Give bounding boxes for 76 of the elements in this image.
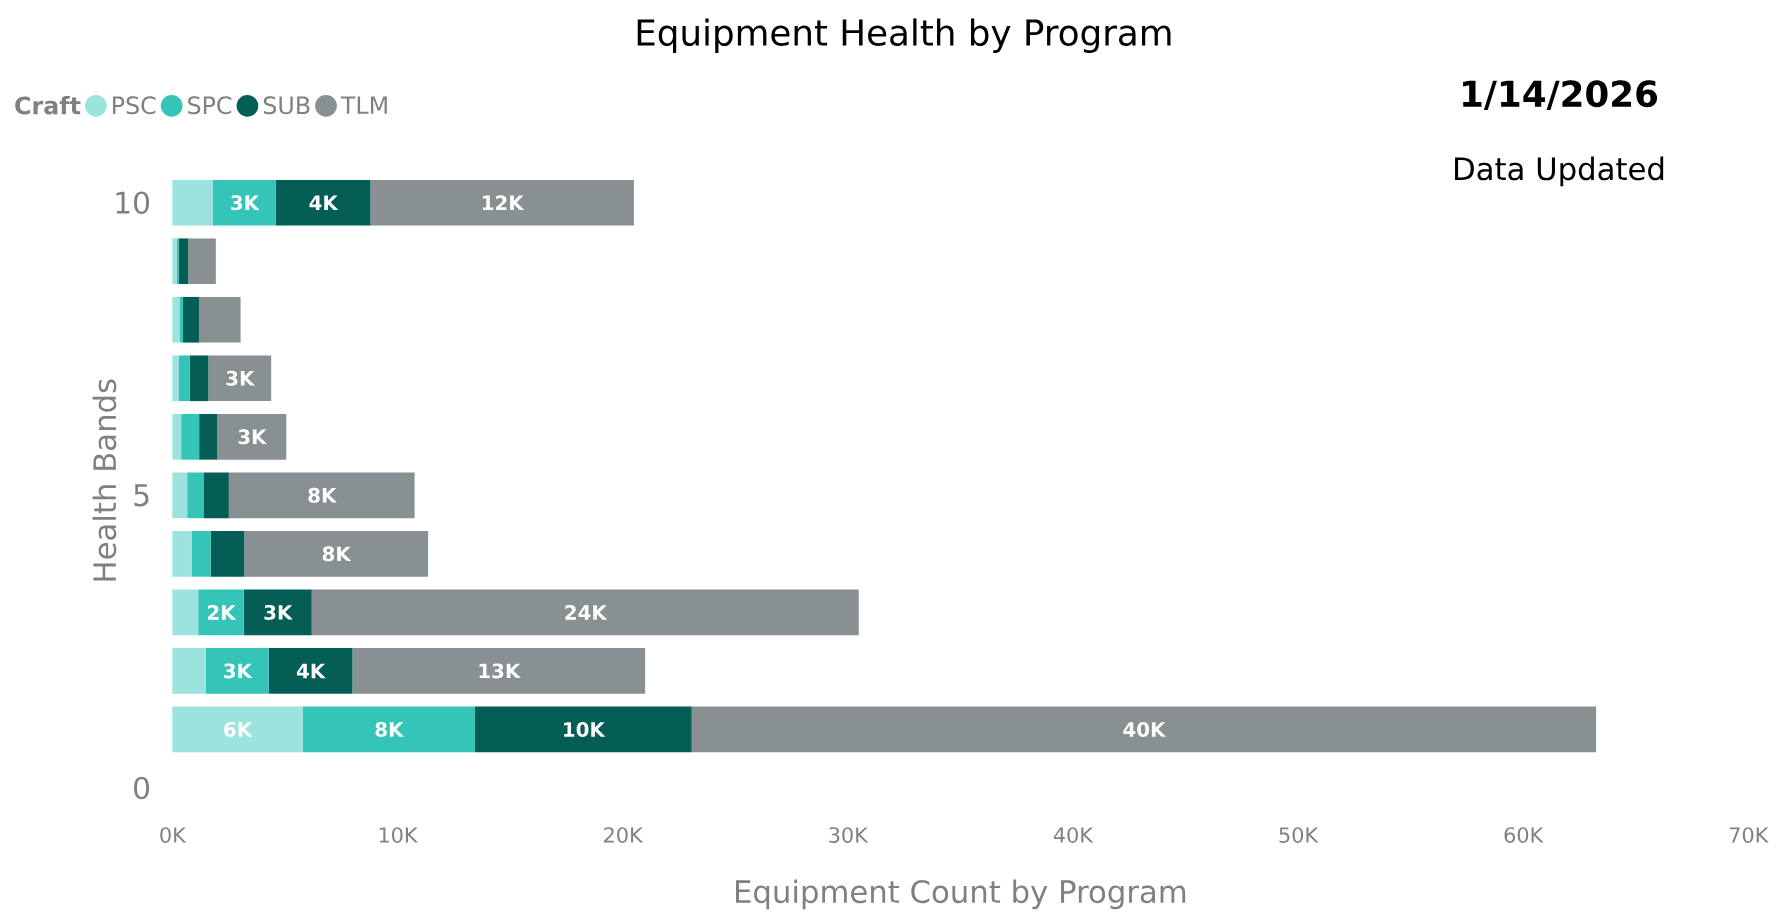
x-tick-label: 30K [829,827,869,843]
bar [189,355,209,402]
bar [302,706,475,753]
bar [217,414,287,460]
data-label: 2K [207,605,237,620]
bar [172,414,182,460]
bar [172,297,181,343]
legend-label: PSC [113,96,156,115]
legend-label: TLM [340,96,387,114]
bar [178,238,189,285]
bar [191,531,211,577]
y-axis-title: Health Bands [92,379,117,581]
bar [187,472,204,519]
bar [268,648,353,694]
bar [275,179,371,226]
x-tick-label: 60K [1504,827,1544,843]
bar [205,648,269,694]
bar [178,355,190,402]
text: 1/14/2026 [1463,80,1658,111]
bar [181,414,200,460]
bar [691,706,1597,753]
data-label: 13K [479,663,521,679]
data-label: 40K [1123,722,1167,738]
bar [244,531,429,577]
data-label: 8K [322,546,352,562]
bar [188,238,216,285]
data-label: 3K [264,604,293,620]
legend-title: Craft [15,96,81,115]
data-label: 8K [375,722,405,738]
bar [172,648,206,694]
data-label: 3K [226,370,255,386]
bar [199,297,241,343]
legend-label: SPC [188,96,232,115]
bar [182,297,200,343]
bar [172,589,199,636]
bar [370,179,634,226]
bar [172,706,303,753]
bar [311,589,859,636]
data-label: 4K [309,195,339,211]
bar [172,355,179,402]
legend-label: SUB [263,96,310,115]
bar [474,706,692,753]
bar [243,589,312,636]
data-label: 3K [231,195,260,211]
annotation: Data Updated [1455,156,1664,187]
data-label: 6K [224,722,253,737]
y-tick-label: 10 [116,191,150,215]
bar [172,179,213,226]
bar [208,355,272,402]
bar [172,531,192,577]
x-tick-label: 0K [160,827,187,843]
data-label: 8K [308,487,337,503]
data-label: 10K [564,722,606,738]
data-label: 12K [482,195,525,211]
data-label: 3K [224,663,253,679]
bar [210,531,245,577]
data-label: 4K [296,663,326,679]
bar [212,179,276,226]
x-tick-label: 10K [379,827,418,843]
x-tick-label: 50K [1279,827,1319,843]
bar [199,414,218,460]
data-label: 3K [238,429,268,445]
y-tick-label: 0 [134,776,150,800]
bar [180,297,183,343]
bar [203,472,229,519]
y-tick-label: 5 [134,484,149,507]
x-tick-label: 40K [1053,827,1094,843]
x-axis-title: Equipment Count by Program [736,879,1186,910]
chart-title: Equipment Health by Program [637,18,1171,54]
bar [352,648,646,694]
data-label: 24K [565,605,608,620]
x-tick-label: 70K [1729,827,1769,843]
bar [172,238,177,285]
bar [228,472,415,519]
x-tick-label: 20K [604,827,644,843]
bar [172,472,188,519]
